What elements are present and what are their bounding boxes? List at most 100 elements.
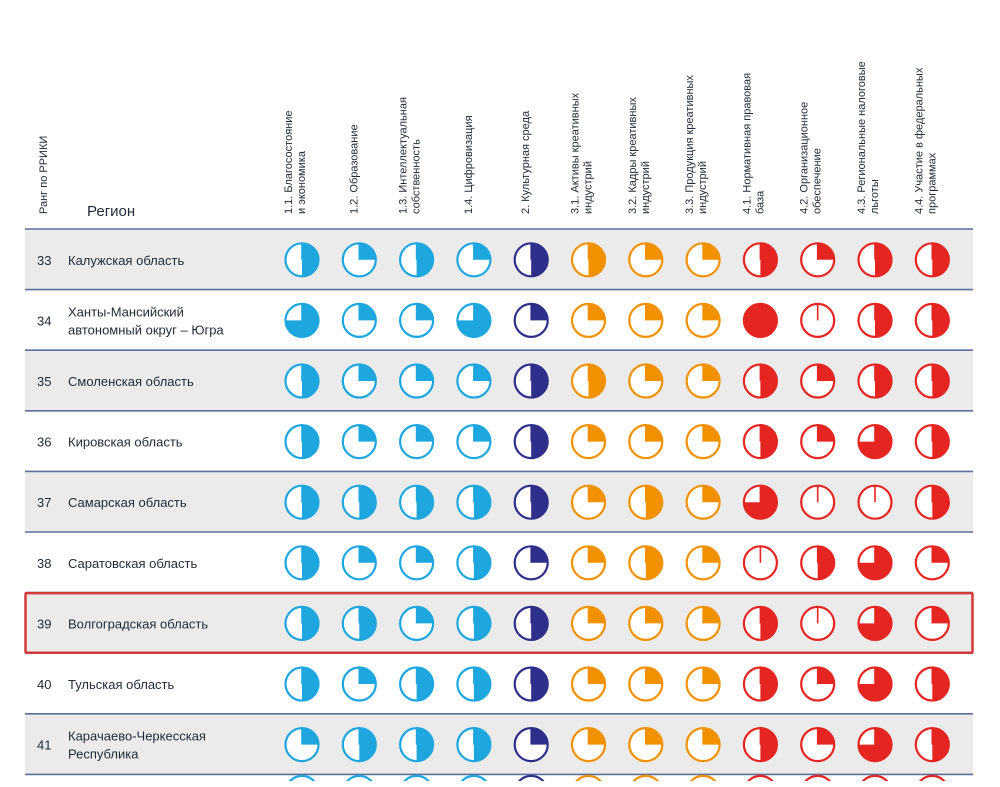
pie-fill [531,303,548,321]
rank-header: Ранг по РРИКИ [38,136,50,214]
pie-fill [588,667,605,684]
column-header: 4.2. Организационное обеспечение [799,102,824,214]
pie-fill [302,364,319,398]
pie-mark [800,545,836,581]
column-header-label: 1.3. Интеллектуальная [398,97,410,214]
pie-mark [685,666,721,702]
bottom-mask [0,781,1000,787]
pie-fill [932,425,949,459]
pie-mark [513,605,549,642]
pie-mark [456,726,492,763]
pie-fill [359,728,376,762]
pie-mark [570,302,607,338]
table-row: 36 Кировская область [37,424,950,460]
pie-mark [628,545,664,581]
pie-fill [416,485,434,519]
pie-fill [645,364,663,381]
pie-mark [513,302,549,338]
pie-fill [760,425,777,459]
pie-fill [416,606,434,624]
pie-mark [456,242,492,278]
pie-fill [932,667,949,701]
region-name: Самарская область [68,495,187,510]
column-header-label: и экономика [296,150,308,214]
pie-fill [473,485,491,519]
pie-mark [857,666,893,702]
rank-number: 33 [37,253,51,268]
pie-fill [531,243,548,277]
pie-fill [416,728,434,762]
region-name: Тульская область [68,677,174,692]
pie-mark [284,484,320,520]
pie-mark [914,666,950,702]
rank-number: 41 [37,738,51,753]
pie-mark [800,242,836,278]
pie-mark [857,545,893,581]
pie-mark [914,605,950,642]
pie-mark [857,484,893,520]
pie-mark [914,424,950,460]
pie-fill [817,728,835,745]
pie-mark [399,726,435,763]
pie-mark [513,242,549,278]
pie-fill [858,546,892,580]
pie-mark [628,242,664,278]
pie-mark [456,605,492,642]
rank-number: 40 [37,677,51,692]
column-header-label: 3.3. Продукция креативных [684,75,696,214]
pie-mark [284,302,320,338]
pie-mark [399,666,435,702]
pie-mark [800,605,836,642]
pie-fill [531,364,548,398]
pie-fill [932,243,949,277]
region-name: Калужская область [68,253,184,268]
pie-mark [513,484,549,520]
column-header-label: 2. Культурная среда [520,110,532,214]
pie-fill [302,243,319,277]
pie-mark [857,302,893,338]
pie-fill [645,546,663,580]
pie-fill [875,364,892,398]
pie-mark [628,726,664,763]
column-header: 1.4. Цифровизация [463,115,475,214]
pie-fill [760,364,777,398]
pie-mark [742,242,779,278]
pie-mark [685,242,721,278]
rank-number: 39 [37,616,51,631]
column-header: 4.3. Региональные налоговые льготы [856,61,881,214]
column-header-label: 1.1. Благосостояние [283,111,295,215]
pie-mark [341,484,377,520]
pie-mark [800,424,836,460]
pie-mark [857,424,893,460]
pie-mark [341,242,377,278]
pie-mark [685,726,721,763]
pie-fill [588,728,605,745]
table-row: 37 Самарская область [37,484,950,520]
pie-mark [570,666,607,702]
pie-fill [817,667,835,684]
column-header-label: 3.2. Кадры креативных [627,97,639,214]
pie-mark [399,363,435,399]
pie-mark [570,545,607,581]
pie-fill [531,485,548,519]
region-name: Кировская область [68,435,183,450]
pie-mark [628,424,664,460]
region-name: Республика [68,747,139,762]
pie-fill [703,243,720,260]
pie-mark [857,726,893,763]
table-row: 38 Саратовская область [37,545,950,581]
pie-mark [456,302,492,338]
pie-mark [399,424,435,460]
column-header: 3.1. Активы креативных индустрий [570,92,595,214]
table-row: 34 Ханты-Мансийский автономный округ – Югр… [37,302,950,338]
pie-fill [760,606,777,640]
pie-fill [416,364,434,381]
pie-fill [645,485,663,519]
pie-fill [473,364,491,381]
pie-fill [817,425,835,442]
pie-mark [685,545,721,581]
pie-mark [857,605,893,642]
pie-fill [531,606,548,640]
pie-fill [645,667,663,684]
pie-fill [932,546,949,563]
